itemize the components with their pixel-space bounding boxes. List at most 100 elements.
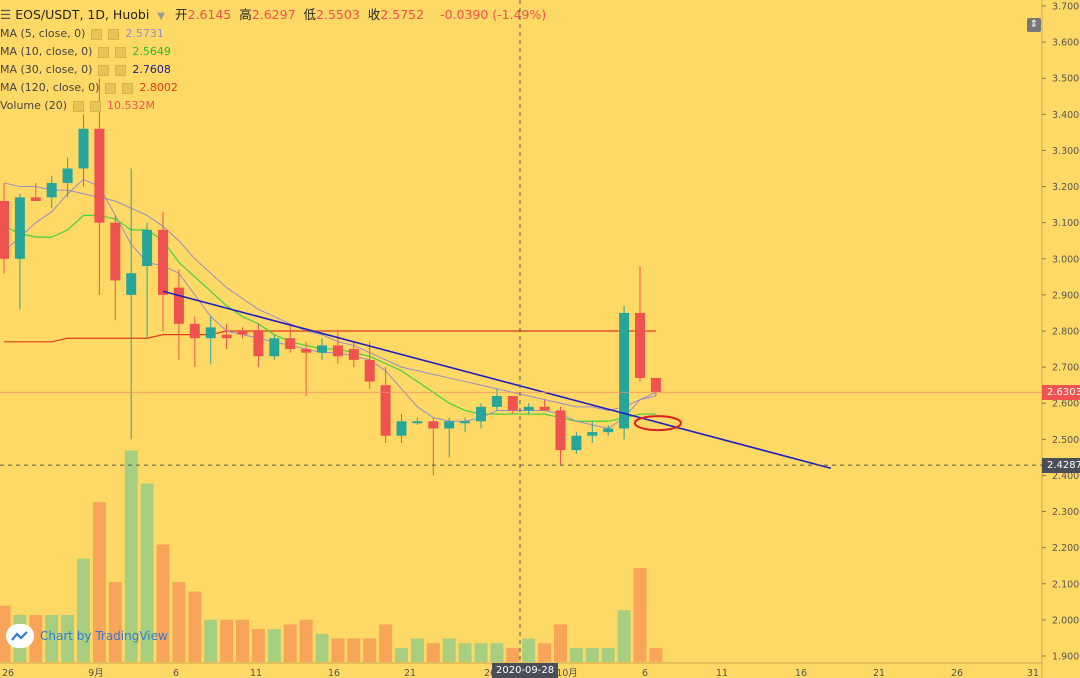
close-icon[interactable] bbox=[122, 82, 134, 94]
candle-body bbox=[396, 421, 407, 436]
x-tick-label: 16 bbox=[328, 668, 340, 678]
high-label: 高 bbox=[239, 7, 252, 22]
candle-body bbox=[94, 128, 105, 223]
volume-bar bbox=[506, 647, 520, 662]
change-value: -0.0390 (-1.49%) bbox=[440, 7, 547, 22]
legend-ma120[interactable]: MA (120, close, 0) 2.8002 bbox=[0, 81, 178, 94]
candle-body bbox=[78, 128, 89, 169]
volume-bar bbox=[251, 629, 265, 662]
x-tick-label: 11 bbox=[716, 668, 728, 678]
volume-bar bbox=[569, 647, 583, 662]
x-tick-label: 31 bbox=[1027, 668, 1039, 678]
volume-bar bbox=[124, 450, 138, 662]
legend-ma5[interactable]: MA (5, close, 0) 2.5731 bbox=[0, 27, 164, 40]
candle-body bbox=[332, 345, 343, 357]
settings-icon[interactable] bbox=[105, 82, 117, 94]
candle-body bbox=[173, 287, 184, 324]
candle-body bbox=[650, 377, 661, 393]
close-label: 收 bbox=[367, 7, 381, 22]
trendline bbox=[162, 290, 832, 469]
volume-bar bbox=[474, 643, 488, 662]
close-icon[interactable] bbox=[115, 64, 127, 76]
close-icon[interactable] bbox=[108, 28, 120, 40]
price-scale bbox=[1042, 0, 1080, 678]
candle-body bbox=[348, 349, 359, 360]
y-tick-label: 2.8000 bbox=[1052, 327, 1080, 338]
volume-bar bbox=[633, 568, 647, 662]
volume-bar bbox=[172, 582, 186, 662]
candle-body bbox=[269, 338, 280, 357]
ma30-line bbox=[3, 182, 657, 411]
y-tick-label: 3.0000 bbox=[1052, 254, 1080, 265]
crosshair-price-tag: 2.4287 bbox=[1042, 457, 1080, 473]
volume-bar bbox=[77, 558, 90, 662]
volume-bar bbox=[426, 643, 440, 662]
volume-bar bbox=[140, 483, 154, 662]
y-tick-label: 2.4000 bbox=[1052, 471, 1080, 482]
settings-icon[interactable] bbox=[98, 46, 110, 58]
candle-body bbox=[428, 421, 439, 429]
y-tick-label: 3.2000 bbox=[1052, 182, 1080, 193]
volume-bar bbox=[188, 591, 202, 662]
scale-toggle-icon[interactable]: ⇕ bbox=[1027, 18, 1041, 32]
volume-bar bbox=[315, 633, 329, 662]
x-tick-label: 10月 bbox=[556, 668, 578, 678]
legend-ma30[interactable]: MA (30, close, 0) 2.7608 bbox=[0, 63, 171, 76]
x-tick-label: 26 bbox=[484, 668, 496, 678]
candle-body bbox=[444, 421, 455, 429]
x-tick-label: 21 bbox=[404, 668, 416, 678]
volume-bar bbox=[538, 643, 552, 662]
candle-body bbox=[205, 327, 216, 339]
volume-bar bbox=[363, 638, 377, 662]
menu-icon[interactable]: ☰ bbox=[0, 7, 12, 22]
settings-icon[interactable] bbox=[98, 64, 110, 76]
candle-body bbox=[635, 312, 645, 378]
close-icon[interactable] bbox=[90, 100, 101, 112]
high-value: 2.6297 bbox=[251, 7, 296, 22]
volume-bar bbox=[236, 619, 249, 662]
candle-body bbox=[571, 435, 582, 451]
candle-body bbox=[14, 197, 25, 259]
close-icon[interactable] bbox=[115, 46, 127, 58]
watermark-text: Chart by TradingView bbox=[40, 629, 168, 643]
volume-bar bbox=[347, 638, 361, 662]
tradingview-watermark[interactable]: Chart by TradingView bbox=[6, 624, 168, 648]
y-tick-label: 1.9000 bbox=[1052, 652, 1080, 663]
candle-body bbox=[126, 273, 137, 295]
settings-icon[interactable] bbox=[91, 28, 103, 40]
y-tick-label: 2.5000 bbox=[1052, 435, 1080, 446]
settings-icon[interactable] bbox=[73, 100, 84, 112]
y-tick-label: 3.7000 bbox=[1052, 2, 1080, 13]
candle-body bbox=[317, 345, 327, 353]
x-tick-label: 6 bbox=[173, 668, 179, 678]
legend-volume[interactable]: Volume (20) 10.532M bbox=[0, 99, 155, 112]
open-value: 2.6145 bbox=[187, 7, 232, 22]
x-tick-label: 21 bbox=[873, 668, 885, 678]
volume-bar bbox=[0, 605, 11, 662]
x-tick-label: 11 bbox=[250, 668, 262, 678]
candle-body bbox=[158, 229, 168, 295]
candle-body bbox=[62, 168, 73, 183]
volume-bar bbox=[283, 624, 297, 662]
chevron-down-icon[interactable]: ▼ bbox=[157, 11, 165, 22]
volume-bar bbox=[108, 582, 122, 662]
close-value: 2.5752 bbox=[380, 7, 425, 22]
volume-bar bbox=[601, 647, 615, 662]
candle-body bbox=[189, 323, 200, 339]
candle-body bbox=[460, 421, 471, 424]
candle-body bbox=[237, 331, 248, 335]
volume-bar bbox=[299, 619, 313, 662]
volume-bar bbox=[331, 638, 345, 662]
candle-body bbox=[491, 396, 502, 407]
last-price-tag: 2.6303 bbox=[1042, 384, 1080, 400]
crosshair-date-tag: 2020-09-28 bbox=[492, 663, 559, 678]
x-tick-label: 9月 bbox=[88, 668, 104, 678]
volume-bar bbox=[29, 615, 43, 662]
volume-bar bbox=[267, 629, 281, 662]
volume-bar bbox=[410, 638, 424, 662]
symbol-label[interactable]: EOS/USDT, 1D, Huobi bbox=[15, 7, 150, 22]
legend-ma10[interactable]: MA (10, close, 0) 2.5649 bbox=[0, 45, 171, 58]
volume-bar bbox=[379, 624, 393, 662]
